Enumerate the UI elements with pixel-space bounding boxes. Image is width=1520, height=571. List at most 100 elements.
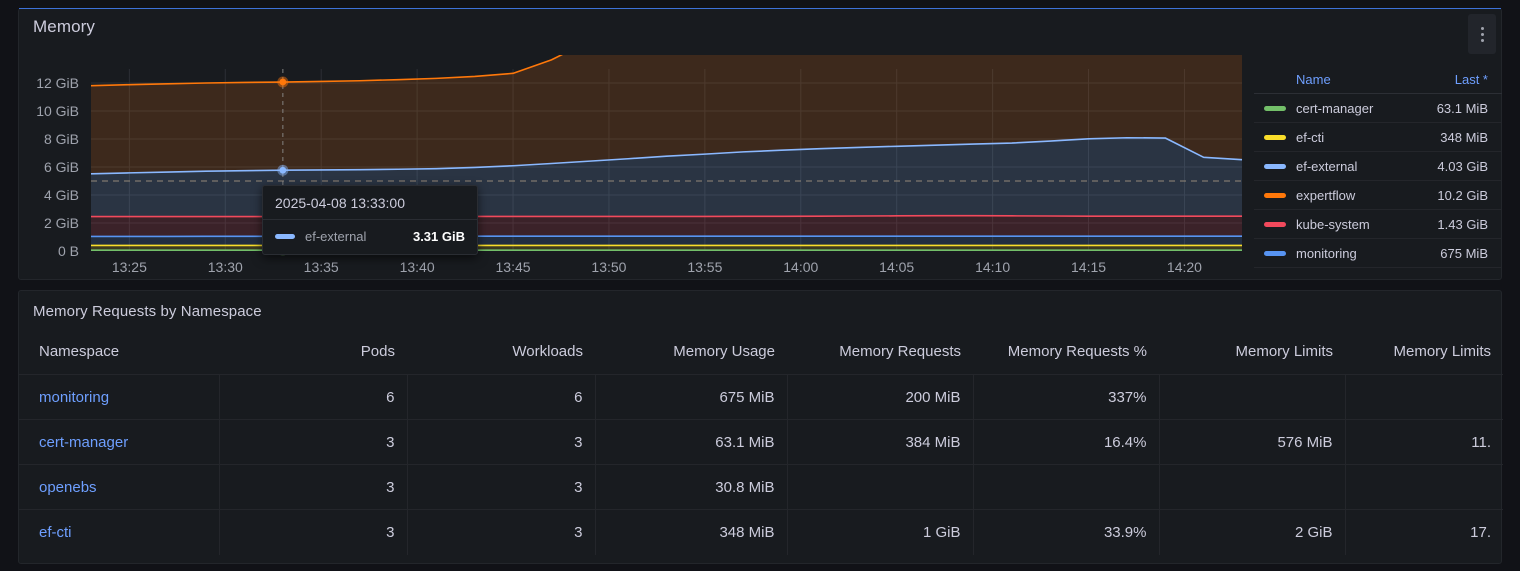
tooltip-series-name: ef-external	[305, 229, 367, 244]
legend-series-value: 1.43 GiB	[1437, 216, 1488, 232]
memory-requests-table-panel: Memory Requests by Namespace Namespace Po…	[18, 290, 1503, 564]
legend-series-name[interactable]: monitoring	[1296, 245, 1357, 261]
legend-item-monitoring[interactable]: monitoring 675 MiB	[1254, 239, 1502, 268]
svg-text:13:45: 13:45	[496, 259, 531, 275]
legend-series-value: 675 MiB	[1440, 245, 1488, 261]
svg-text:13:30: 13:30	[208, 259, 243, 275]
graph-tooltip: 2025-04-08 13:33:00 ef-external 3.31 GiB	[262, 185, 478, 255]
namespace-link[interactable]: cert-manager	[19, 419, 220, 465]
legend-item-cert-manager[interactable]: cert-manager 63.1 MiB	[1254, 94, 1502, 123]
svg-text:10 GiB: 10 GiB	[36, 103, 79, 119]
table-cell: 3	[219, 464, 408, 510]
table-col-header[interactable]: Memory Limits	[1393, 343, 1491, 360]
memory-requests-table: Namespace Pods Workloads Memory Usage Memory…	[19, 335, 1503, 555]
legend-series-name[interactable]: cert-manager	[1296, 100, 1374, 116]
table-cell: 3	[219, 509, 408, 555]
table-row: cert-manager 3 3 63.1 MiB 384 MiB 16.4% 576 Mi…	[19, 419, 1503, 465]
svg-text:0 B: 0 B	[58, 243, 79, 259]
tooltip-series-swatch	[275, 234, 295, 239]
menu-dot	[1480, 32, 1484, 36]
table-row: monitoring 6 6 675 MiB 200 MiB 337%	[19, 374, 1503, 420]
table-cell: 6	[407, 374, 596, 420]
legend-item-expertflow[interactable]: expertflow 10.2 GiB	[1254, 181, 1502, 210]
table-row: ef-cti 3 3 348 MiB 1 GiB 33.9% 2 GiB 17.	[19, 509, 1503, 555]
tooltip-timestamp: 2025-04-08 13:33:00	[263, 186, 477, 220]
namespace-link[interactable]: monitoring	[19, 374, 220, 420]
legend-color-swatch	[1264, 250, 1286, 256]
table-cell: 16.4%	[973, 419, 1160, 465]
svg-text:13:50: 13:50	[591, 259, 626, 275]
table-cell: 576 MiB	[1159, 419, 1346, 465]
table-cell	[1159, 374, 1346, 420]
legend-item-kube-system[interactable]: kube-system 1.43 GiB	[1254, 210, 1502, 239]
legend-rows: cert-manager 63.1 MiB ef-cti 348 MiB ef-exte…	[1254, 94, 1502, 268]
legend-item-ef-external[interactable]: ef-external 4.03 GiB	[1254, 152, 1502, 181]
svg-text:12 GiB: 12 GiB	[36, 75, 79, 91]
table-cell	[1345, 464, 1503, 510]
namespace-link[interactable]: ef-cti	[19, 509, 220, 555]
table-cell	[787, 464, 974, 510]
svg-text:14:00: 14:00	[783, 259, 818, 275]
svg-text:14:15: 14:15	[1071, 259, 1106, 275]
legend-item-ef-cti[interactable]: ef-cti 348 MiB	[1254, 123, 1502, 152]
memory-timeseries-graph[interactable]: 0 B 2 GiB 4 GiB 6 GiB 8 GiB 10 GiB 12 GiB 13:25…	[19, 55, 1254, 281]
legend-header-swatch-spacer	[1264, 77, 1286, 82]
table-cell	[973, 464, 1160, 510]
legend-color-swatch	[1264, 105, 1286, 111]
panel-title: Memory	[33, 17, 95, 36]
table-cell: 3	[407, 419, 596, 465]
svg-text:4 GiB: 4 GiB	[44, 187, 79, 203]
menu-dot	[1480, 26, 1484, 30]
table-col-header[interactable]: Memory Usage	[673, 343, 775, 360]
legend-header-name[interactable]: Name	[1296, 71, 1331, 87]
legend-color-swatch	[1264, 134, 1286, 140]
table-cell: 200 MiB	[787, 374, 974, 420]
table-cell: 17.	[1345, 509, 1503, 555]
table-cell	[1345, 374, 1503, 420]
legend-series-name[interactable]: ef-external	[1296, 158, 1358, 174]
legend-series-name[interactable]: ef-cti	[1296, 129, 1325, 145]
legend-header-value[interactable]: Last *	[1454, 71, 1488, 87]
table-col-header[interactable]: Pods	[360, 343, 395, 360]
memory-panel: Memory 0 B 2 GiB 4 GiB 6 GiB 8 GiB 10 GiB 12 G…	[18, 8, 1502, 280]
table-header-row: Namespace Pods Workloads Memory Usage Memory…	[19, 335, 1503, 375]
table-cell: 1 GiB	[787, 509, 974, 555]
svg-text:13:55: 13:55	[687, 259, 722, 275]
namespace-link[interactable]: openebs	[19, 464, 220, 510]
tooltip-series-value: 3.31 GiB	[412, 229, 465, 244]
svg-text:13:35: 13:35	[304, 259, 339, 275]
svg-text:8 GiB: 8 GiB	[44, 131, 79, 147]
table-cell	[1159, 464, 1346, 510]
svg-text:13:40: 13:40	[400, 259, 435, 275]
legend-series-value: 63.1 MiB	[1436, 100, 1488, 116]
legend-series-name[interactable]: expertflow	[1296, 187, 1356, 203]
legend-color-swatch	[1264, 221, 1286, 227]
tooltip-series-row: ef-external 3.31 GiB	[263, 220, 477, 254]
table-body: monitoring 6 6 675 MiB 200 MiB 337% cert-manag…	[19, 374, 1503, 555]
svg-text:14:10: 14:10	[975, 259, 1010, 275]
graph-svg: 0 B 2 GiB 4 GiB 6 GiB 8 GiB 10 GiB 12 GiB 13:25…	[36, 55, 1243, 275]
legend-series-value: 4.03 GiB	[1437, 158, 1488, 174]
table-cell: 3	[407, 509, 596, 555]
table-col-header[interactable]: Memory Requests	[839, 343, 961, 360]
table-col-header[interactable]: Namespace	[39, 343, 120, 360]
svg-text:14:20: 14:20	[1167, 259, 1202, 275]
kebab-menu-icon[interactable]	[1468, 14, 1496, 54]
table-cell: 337%	[973, 374, 1160, 420]
table-cell: 6	[219, 374, 408, 420]
table-col-header[interactable]: Memory Requests %	[1007, 343, 1147, 360]
table-row: openebs 3 3 30.8 MiB	[19, 464, 1503, 510]
svg-text:6 GiB: 6 GiB	[44, 159, 79, 175]
legend-color-swatch	[1264, 192, 1286, 198]
table-cell: 3	[407, 464, 596, 510]
table-col-header[interactable]: Memory Limits	[1235, 343, 1333, 360]
legend-series-name[interactable]: kube-system	[1296, 216, 1370, 232]
graph-legend: Name Last * cert-manager 63.1 MiB ef-cti 34…	[1254, 65, 1502, 275]
table-cell: 675 MiB	[595, 374, 788, 420]
table-cell: 3	[219, 419, 408, 465]
table-col-header[interactable]: Workloads	[512, 343, 583, 360]
legend-series-value: 348 MiB	[1440, 129, 1488, 145]
table-cell: 30.8 MiB	[595, 464, 788, 510]
table-cell: 11.	[1345, 419, 1503, 465]
table-cell: 384 MiB	[787, 419, 974, 465]
